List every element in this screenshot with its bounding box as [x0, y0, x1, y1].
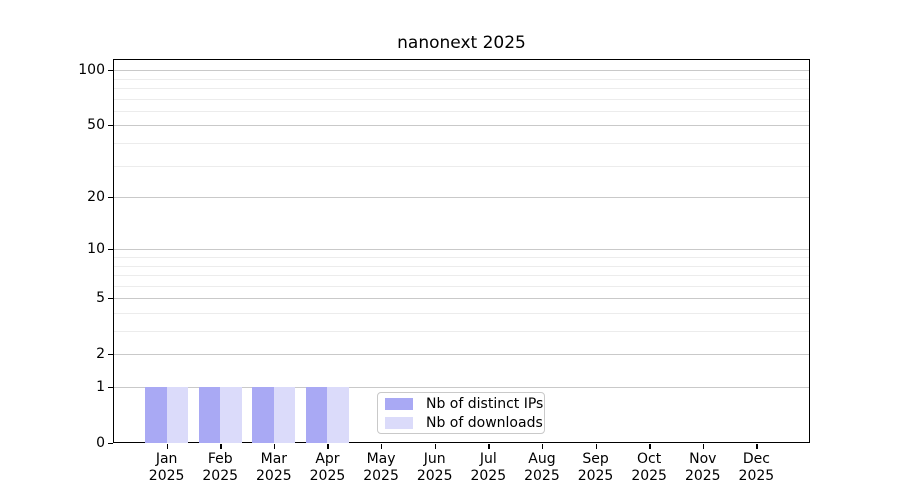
gridline-minor — [114, 331, 809, 332]
gridline-minor — [114, 143, 809, 144]
y-tick-label: 1 — [96, 379, 105, 395]
x-tick-label-month: Jan — [155, 451, 178, 467]
x-tickmark — [166, 444, 168, 449]
x-tickmark — [541, 444, 544, 449]
gridline-minor — [114, 286, 809, 287]
x-tick-label-month: Aug — [528, 451, 556, 467]
x-tickmark — [756, 444, 758, 449]
x-tick-label-month: Dec — [742, 451, 770, 467]
y-tick-label: 0 — [96, 435, 105, 451]
x-tick-label-month: Mar — [260, 451, 288, 467]
gridline-major — [114, 387, 809, 388]
legend-swatch-distinct-ips — [385, 397, 413, 410]
x-tickmark — [649, 444, 651, 449]
y-tickmark — [108, 387, 113, 389]
gridline-minor — [114, 275, 809, 276]
x-tick-label-year: 2025 — [738, 468, 775, 484]
y-tick-label: 50 — [87, 117, 105, 133]
y-tickmark — [108, 354, 113, 356]
x-tick-label-month: Nov — [689, 451, 717, 467]
y-tickmark — [108, 443, 113, 445]
x-tick-label-month: Jun — [423, 451, 446, 467]
bar-downloads-Mar — [273, 387, 296, 443]
x-tick-label-month: Jul — [479, 451, 497, 467]
x-tick-label-year: 2025 — [416, 468, 453, 484]
x-tick-label-year: 2025 — [631, 468, 667, 484]
y-tick-label: 10 — [87, 241, 105, 257]
y-tickmark — [108, 249, 113, 251]
x-tickmark — [702, 444, 705, 449]
gridline-minor — [114, 166, 809, 167]
gridline-minor — [114, 111, 809, 112]
legend-swatch-downloads — [385, 416, 413, 429]
bar-distinct-ips-Jan — [145, 387, 167, 443]
gridline-minor — [114, 99, 809, 100]
x-tick-label-year: 2025 — [256, 468, 292, 484]
y-tick-label: 2 — [96, 346, 105, 362]
gridline-major — [114, 354, 809, 355]
x-tickmark — [220, 444, 222, 449]
legend-item-distinct-ips: Nb of distinct IPs — [385, 396, 543, 412]
bar-downloads-Jan — [166, 387, 189, 443]
gridline-major — [114, 125, 809, 126]
y-tick-label: 100 — [78, 62, 105, 78]
x-tick-label-month: Apr — [315, 451, 340, 467]
y-tickmark — [108, 70, 113, 72]
x-tick-label-year: 2025 — [309, 468, 346, 484]
bar-downloads-Apr — [327, 387, 349, 443]
gridline-major — [114, 197, 809, 198]
gridline-minor — [114, 79, 809, 80]
gridline-minor — [114, 257, 809, 258]
x-tickmark — [327, 444, 329, 449]
legend-item-downloads: Nb of downloads — [385, 415, 543, 431]
legend: Nb of distinct IPs Nb of downloads — [377, 392, 545, 434]
x-tickmark — [595, 444, 597, 449]
y-tickmark — [108, 125, 113, 127]
gridline-minor — [114, 266, 809, 267]
x-tick-label-month: Feb — [207, 451, 233, 467]
bar-distinct-ips-Apr — [305, 387, 328, 443]
x-tickmark — [488, 444, 490, 449]
x-tick-label-year: 2025 — [684, 468, 721, 484]
chart-title: nanonext 2025 — [397, 33, 526, 53]
gridline-minor — [114, 313, 809, 314]
y-tickmark — [108, 298, 113, 300]
y-tick-label: 5 — [96, 290, 105, 306]
bar-downloads-Feb — [220, 387, 242, 443]
bar-distinct-ips-Mar — [252, 387, 274, 443]
gridline-major — [114, 249, 809, 250]
legend-label-downloads: Nb of downloads — [426, 414, 543, 431]
x-tick-label-year: 2025 — [202, 468, 239, 484]
gridline-major — [114, 70, 809, 71]
y-tick-label: 20 — [87, 189, 105, 205]
x-tick-label-year: 2025 — [524, 468, 560, 484]
plot-area — [113, 59, 810, 443]
gridline-major — [114, 298, 809, 299]
x-tick-label-month: Oct — [637, 451, 662, 467]
x-tick-label-year: 2025 — [470, 468, 507, 484]
legend-label-distinct-ips: Nb of distinct IPs — [426, 395, 544, 412]
x-tickmark — [381, 444, 383, 449]
x-tick-label-month: Sep — [582, 451, 609, 467]
x-tick-label-year: 2025 — [148, 468, 185, 484]
x-tick-label-year: 2025 — [363, 468, 399, 484]
bar-distinct-ips-Feb — [198, 387, 221, 443]
x-tickmark — [434, 444, 437, 449]
gridline-minor — [114, 88, 809, 89]
y-tickmark — [108, 197, 113, 199]
x-tick-label-month: May — [366, 451, 396, 467]
x-tick-label-year: 2025 — [577, 468, 614, 484]
x-tickmark — [273, 444, 276, 449]
